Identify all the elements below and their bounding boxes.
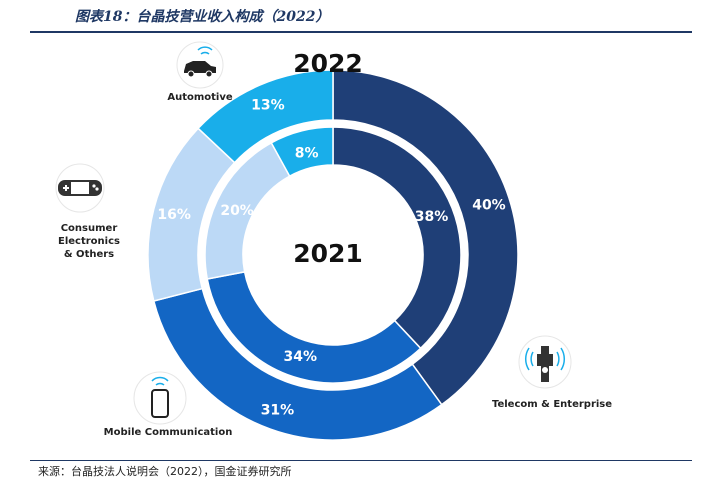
bottom-divider — [30, 460, 692, 461]
inner-series-label: 2021 — [293, 239, 363, 268]
slice-2021-automotive — [270, 126, 334, 178]
antenna-tower-icon — [518, 335, 572, 389]
car-icon — [176, 41, 224, 89]
slice-2022-telecom — [332, 69, 519, 406]
category-label-telecom: Telecom & Enterprise — [492, 399, 612, 410]
outer-series-label: 2022 — [293, 49, 363, 78]
slice-label-2021-mobile: 34% — [283, 349, 317, 365]
category-label-automotive: Automotive — [167, 92, 233, 103]
inner-ring-2021 — [204, 126, 462, 384]
top-divider — [30, 31, 692, 33]
figure-title: 图表18：台晶技营业收入构成（2022） — [75, 9, 330, 25]
slice-label-2022-mobile: 31% — [261, 402, 295, 418]
category-label-mobile: Mobile Communication — [104, 427, 233, 438]
slice-2022-automotive — [197, 69, 334, 164]
smartphone-icon — [133, 371, 187, 425]
slice-label-2022-automotive: 13% — [251, 97, 285, 113]
slice-2021-telecom — [332, 126, 462, 350]
category-label-consumer: Consumer Electronics & Others — [58, 223, 120, 260]
slice-label-2022-consumer: 16% — [157, 207, 191, 223]
slice-labels: 40% 31% 16% 13% 38% 34% 20% 8% — [157, 97, 505, 418]
game-console-icon — [55, 163, 105, 213]
slice-label-2022-telecom: 40% — [472, 197, 506, 213]
slice-label-2021-telecom: 38% — [415, 209, 449, 225]
slice-label-2021-automotive: 8% — [295, 145, 319, 161]
slice-label-2021-consumer: 20% — [220, 203, 254, 219]
source-note: 来源：台晶技法人说明会（2022），国金证券研究所 — [38, 465, 292, 478]
outer-ring-2022 — [147, 69, 519, 441]
slice-2021-mobile — [206, 270, 422, 384]
